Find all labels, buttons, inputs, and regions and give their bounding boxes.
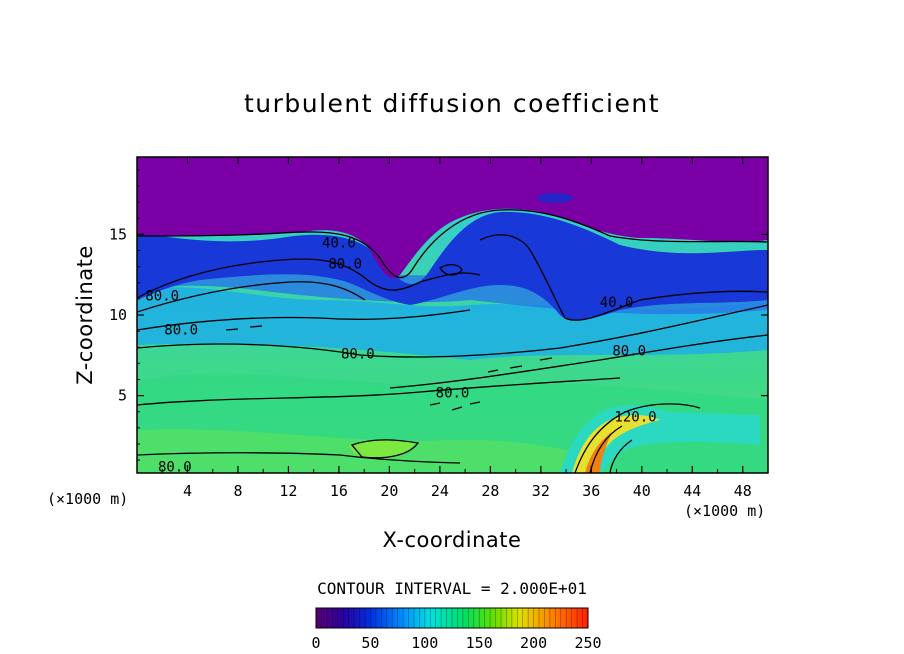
x-tick-label: 24 <box>431 482 449 500</box>
x-tick-label: 4 <box>183 482 192 500</box>
colorbar: 0 50 100 150 200 250 <box>311 607 602 652</box>
x-tick-label: 32 <box>532 482 550 500</box>
y-axis-title: Z-coordinate <box>73 245 97 385</box>
y-axis-ticks: 5 10 15 <box>109 169 768 461</box>
colorbar-tick-label: 250 <box>574 634 601 652</box>
contour-label: 80.0 <box>145 289 179 305</box>
x-unit-label: (×1000 m) <box>684 502 765 520</box>
x-tick-label: 36 <box>582 482 600 500</box>
colorbar-tick-label: 200 <box>520 634 547 652</box>
x-tick-label: 48 <box>734 482 752 500</box>
x-tick-label: 8 <box>233 482 242 500</box>
contour-interval-label: CONTOUR INTERVAL = 2.000E+01 <box>317 579 587 598</box>
contour-label: 80.0 <box>612 343 646 359</box>
contour-label: 40.0 <box>600 295 634 311</box>
colorbar-tick-label: 150 <box>466 634 493 652</box>
x-axis-ticks: 4 8 12 16 20 24 28 32 36 40 44 48 <box>161 157 752 500</box>
x-tick-label: 16 <box>330 482 348 500</box>
y-unit-label: (×1000 m) <box>47 490 128 508</box>
y-tick-label: 5 <box>118 387 127 405</box>
y-tick-label: 15 <box>109 225 127 243</box>
x-tick-label: 40 <box>633 482 651 500</box>
contour-labels: 40.0 80.0 80.0 80.0 40.0 80.0 80.0 80.0 120.0 80.… <box>145 235 656 475</box>
x-tick-label: 20 <box>380 482 398 500</box>
contour-label: 80.0 <box>341 347 375 363</box>
x-tick-label: 44 <box>683 482 701 500</box>
colorbar-tick-label: 0 <box>311 634 320 652</box>
y-tick-label: 10 <box>109 306 127 324</box>
chart-title: turbulent diffusion coefficient <box>244 89 660 118</box>
x-axis-title: X-coordinate <box>383 528 522 552</box>
contour-label: 80.0 <box>158 460 192 476</box>
contour-label: 80.0 <box>328 256 362 272</box>
colorbar-tick-label: 50 <box>361 634 379 652</box>
x-tick-label: 28 <box>481 482 499 500</box>
x-tick-label: 12 <box>279 482 297 500</box>
contour-label: 80.0 <box>436 385 470 401</box>
contour-lines <box>137 209 768 473</box>
heatmap-field <box>137 157 768 473</box>
contour-label: 80.0 <box>164 323 198 339</box>
colorbar-tick-label: 100 <box>411 634 438 652</box>
contour-label: 40.0 <box>322 235 356 251</box>
contour-label: 120.0 <box>614 410 656 426</box>
